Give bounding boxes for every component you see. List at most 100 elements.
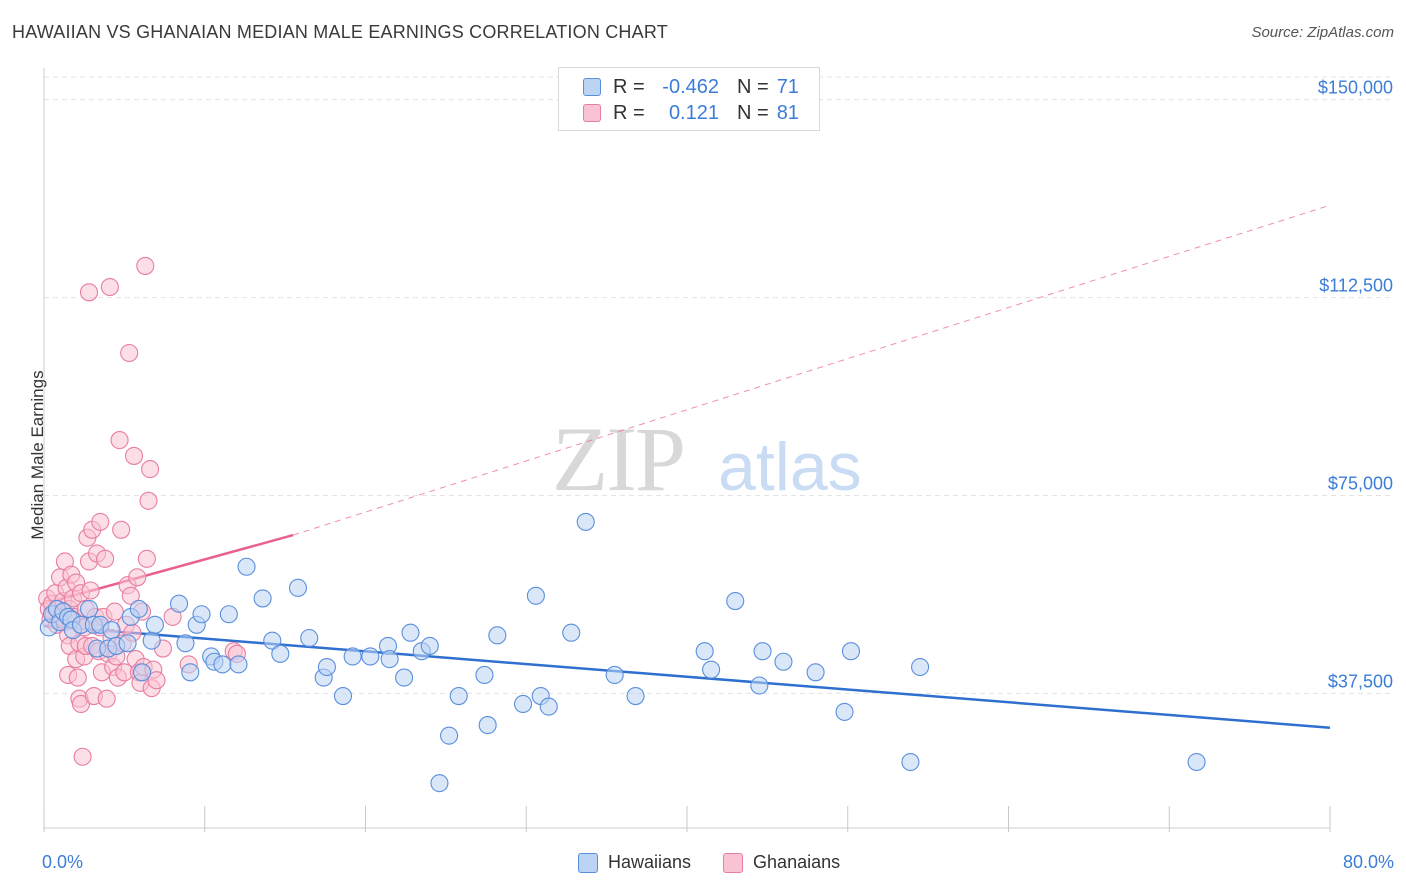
r-value: 0.121 (668, 101, 719, 124)
hawaiian-point (263, 631, 282, 650)
hawaiian-point (102, 621, 121, 640)
legend-label-ghanaians: Ghanaians (753, 852, 841, 872)
ghanaian-point (91, 512, 110, 531)
hawaiian-point (478, 716, 497, 735)
hawaiian-point (317, 657, 336, 677)
y-tick-label: $112,500 (1319, 276, 1393, 296)
ghanaian-point (147, 671, 166, 690)
hawaiian-point (288, 578, 308, 597)
hawaiian-point (253, 589, 272, 608)
hawaiian-point (192, 605, 211, 624)
hawaiian-point (605, 665, 624, 684)
r-value: -0.462 (662, 75, 719, 98)
hawaiian-point (806, 663, 825, 682)
hawaiian-trend-line (43, 624, 1331, 729)
r-label: R = (613, 75, 645, 98)
ghanaian-point (110, 431, 129, 450)
stats-legend: R = -0.462 N = 71 R = 0.121 N = 81 (558, 67, 820, 131)
ghanaian-point (136, 256, 155, 275)
hawaiian-point (176, 634, 195, 653)
hawaiian-point (513, 694, 533, 714)
stats-legend-row-ghanaians: R = 0.121 N = 81 (583, 100, 799, 126)
stats-legend-row-hawaiians: R = -0.462 N = 71 (583, 74, 799, 100)
hawaiian-point (901, 752, 920, 772)
hawaiian-point (1187, 752, 1206, 772)
hawaiian-point (333, 687, 353, 706)
ghanaian-point (68, 668, 87, 687)
hawaiian-point (181, 663, 200, 682)
hawaiian-point (750, 676, 769, 695)
ghanaian-point (128, 568, 147, 587)
y-tick-label: $37,500 (1328, 671, 1393, 691)
legend-label-hawaiians: Hawaiians (608, 852, 692, 872)
ghanaian-point (105, 602, 124, 621)
points-layer (38, 256, 1206, 793)
axis-layer (43, 68, 1331, 832)
ghanaian-point (73, 747, 92, 766)
y-tick-labels: $37,500 $75,000 $112,500 $150,000 (1318, 78, 1393, 692)
hawaiian-point (271, 644, 290, 663)
hawaiian-point (702, 660, 721, 679)
hawaiian-point (142, 631, 161, 650)
hawaiian-point (695, 642, 714, 661)
hawaiian-point (576, 512, 595, 531)
hawaiian-point (726, 592, 745, 611)
hawaiian-point (626, 687, 645, 706)
legend-item-hawaiians[interactable]: Hawaiians (578, 852, 691, 873)
series-legend: Hawaiians Ghanaians (578, 852, 872, 873)
y-axis-label: Median Male Earnings (28, 370, 47, 540)
y-tick-label: $75,000 (1328, 474, 1393, 494)
hawaiian-point (911, 657, 930, 677)
ghanaian-point (120, 343, 139, 363)
hawaiian-point (774, 652, 793, 671)
ghanaians-swatch (583, 104, 601, 122)
ghanaian-trend-extension (293, 204, 1331, 536)
hawaiians-legend-swatch (578, 852, 598, 873)
hawaiian-point (440, 726, 459, 745)
hawaiian-point (229, 655, 248, 674)
hawaiian-point (361, 647, 380, 666)
hawaiian-point (449, 687, 468, 706)
hawaiian-point (237, 557, 256, 576)
hawaiian-point (488, 626, 507, 645)
watermark-zip: ZIP (552, 408, 684, 510)
hawaiian-point (753, 642, 772, 661)
y-tick-label: $150,000 (1318, 78, 1393, 98)
hawaiian-point (380, 650, 399, 669)
hawaiian-point (343, 647, 362, 666)
ghanaian-point (141, 460, 160, 479)
ghanaian-point (137, 549, 156, 568)
hawaiian-point (300, 628, 319, 648)
x-tick-label-max: 80.0% (1342, 852, 1394, 872)
n-value: 81 (776, 101, 799, 124)
chart-title: HAWAIIAN VS GHANAIAN MEDIAN MALE EARNING… (12, 22, 668, 42)
ghanaian-point (100, 277, 119, 297)
hawaiian-point (562, 623, 581, 642)
hawaiian-point (118, 634, 137, 653)
hawaiian-point (526, 586, 545, 605)
hawaiian-point (475, 665, 494, 684)
n-value: 71 (776, 75, 799, 98)
n-label: N = (737, 75, 769, 98)
x-tick-label-min: 0.0% (42, 852, 84, 872)
r-label: R = (613, 101, 645, 124)
hawaiian-point (395, 668, 414, 687)
ghanaian-point (81, 581, 100, 600)
legend-item-ghanaians[interactable]: Ghanaians (723, 852, 840, 873)
ghanaian-point (112, 520, 131, 539)
hawaiian-point (79, 599, 99, 619)
watermark-atlas: atlas (718, 429, 862, 505)
hawaiian-point (539, 697, 558, 716)
ghanaian-point (97, 689, 116, 708)
hawaiians-swatch (583, 78, 601, 96)
hawaiian-point (430, 774, 449, 793)
ghanaian-point (139, 491, 158, 510)
hawaiian-point (133, 663, 152, 682)
source-label: Source: ZipAtlas.com (1251, 24, 1394, 41)
hawaiian-point (219, 605, 238, 624)
hawaiian-point (401, 623, 420, 642)
ghanaian-point (121, 586, 140, 605)
ghanaians-legend-swatch (723, 852, 744, 873)
hawaiian-point (213, 655, 232, 674)
